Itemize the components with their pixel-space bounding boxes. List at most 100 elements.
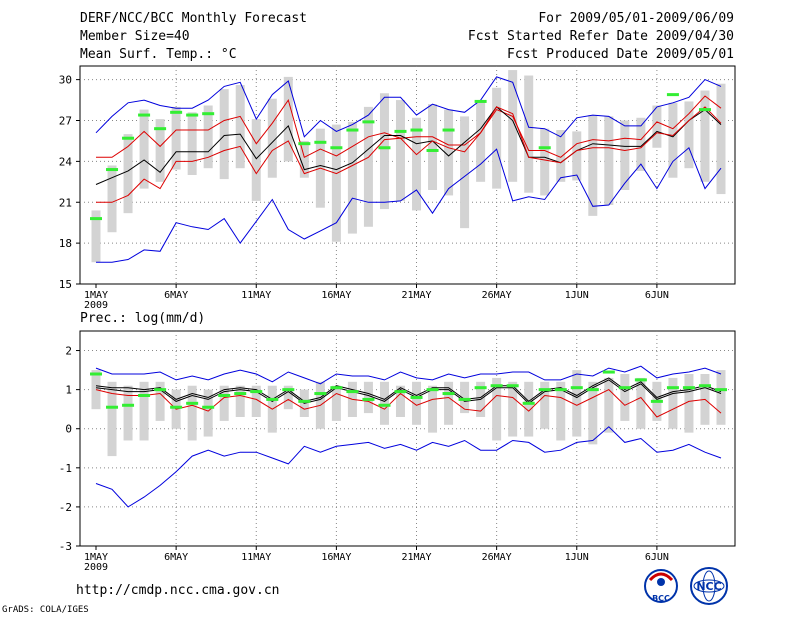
prec-obs-marker-10	[250, 390, 263, 394]
prec-obs-marker-6	[186, 401, 199, 405]
prec-obs-marker-9	[234, 392, 247, 396]
temp-xtick-label-7: 6JUN	[645, 290, 669, 301]
prec-ytick-label-2: -1	[59, 462, 72, 475]
precipitation-title: Prec.: log(mm/d)	[80, 311, 205, 326]
temp-obs-marker-38	[698, 108, 711, 112]
prec-ytick-label-4: 1	[65, 384, 72, 397]
temp-range-box-33	[620, 120, 630, 190]
prec-range-box-10	[251, 385, 261, 417]
prec-obs-marker-1	[106, 405, 119, 409]
prec-xtick-label-2: 11MAY	[241, 552, 271, 563]
temp-range-box-10	[251, 119, 261, 201]
prec-obs-marker-30	[570, 386, 583, 390]
temp-obs-marker-14	[314, 140, 327, 144]
prec-ytick-label-3: 0	[65, 423, 72, 436]
prec-range-box-15	[331, 385, 341, 421]
temp-range-box-39	[716, 83, 726, 195]
prec-range-box-22	[444, 381, 454, 425]
prec-range-box-36	[668, 377, 678, 429]
temp-range-box-34	[636, 117, 646, 171]
prec-obs-marker-20	[410, 395, 423, 399]
grads-credit: GrADS: COLA/IGES	[2, 605, 89, 615]
temp-obs-marker-3	[138, 113, 151, 117]
temp-range-box-37	[684, 101, 694, 169]
temp-obs-marker-28	[538, 146, 551, 150]
prec-range-box-28	[540, 381, 550, 429]
temp-range-box-21	[428, 104, 438, 190]
prec-obs-marker-15	[330, 386, 343, 390]
temp-ytick-label-1: 18	[59, 237, 72, 250]
temp-range-box-38	[700, 90, 710, 182]
temp-range-box-0	[91, 210, 101, 263]
header-start-date: Fcst Started Refer Date 2009/04/30	[467, 29, 734, 44]
temp-xtick-label-3: 16MAY	[321, 290, 351, 301]
temp-range-box-35	[652, 105, 662, 148]
prec-year-label: 2009	[84, 562, 108, 573]
prec-obs-marker-0	[90, 372, 102, 376]
temp-range-box-19	[395, 100, 405, 201]
temp-range-box-2	[123, 134, 133, 214]
temp-range-box-27	[524, 75, 534, 193]
prec-obs-marker-38	[698, 384, 711, 388]
temp-obs-marker-16	[346, 128, 359, 132]
temp-obs-marker-1	[106, 168, 119, 172]
prec-obs-marker-14	[314, 392, 327, 396]
temp-obs-marker-36	[666, 93, 679, 97]
temp-obs-marker-24	[474, 99, 487, 103]
prec-range-box-30	[572, 370, 582, 437]
prec-ytick-label-1: -2	[59, 501, 72, 514]
temp-range-box-7	[203, 105, 213, 169]
temp-range-box-4	[155, 119, 165, 182]
prec-series-mean-line	[95, 379, 722, 404]
prec-xtick-label-3: 16MAY	[321, 552, 351, 563]
temp-series-upper-line	[96, 95, 722, 159]
temp-year-label: 2009	[84, 300, 108, 311]
source-url[interactable]: http://cmdp.ncc.cma.gov.cn	[76, 583, 280, 598]
temp-xtick-label-6: 1JUN	[565, 290, 589, 301]
prec-range-box-34	[636, 377, 646, 429]
prec-ytick-label-5: 2	[65, 345, 72, 358]
bcc-logo: BCC	[644, 569, 678, 603]
temp-range-box-25	[492, 87, 502, 189]
header-produced-date: Fcst Produced Date 2009/05/01	[507, 47, 734, 62]
prec-range-box-9	[235, 385, 245, 417]
prec-obs-marker-11	[266, 397, 279, 401]
temp-range-box-1	[107, 165, 117, 233]
prec-range-box-32	[604, 377, 614, 433]
bcc-logo-text: BCC	[652, 594, 670, 603]
prec-plot-frame	[79, 330, 736, 547]
prec-obs-marker-13	[298, 399, 311, 403]
prec-xtick-label-4: 21MAY	[401, 552, 431, 563]
prec-xtick-label-0: 1MAY	[84, 552, 108, 563]
prec-range-box-18	[379, 381, 389, 425]
temp-obs-marker-18	[378, 146, 391, 150]
temp-obs-marker-2	[122, 136, 135, 140]
prec-obs-marker-31	[586, 388, 599, 392]
temp-obs-marker-19	[394, 129, 407, 133]
prec-obs-marker-18	[378, 403, 391, 407]
temp-range-box-30	[572, 131, 582, 181]
prec-range-box-1	[107, 381, 117, 457]
temp-range-box-18	[379, 93, 389, 210]
prec-obs-marker-22	[442, 392, 455, 396]
prec-obs-marker-35	[650, 399, 663, 403]
prec-range-box-26	[508, 381, 518, 437]
prec-range-box-12	[283, 385, 293, 410]
prec-obs-marker-3	[138, 394, 151, 397]
prec-obs-marker-29	[554, 388, 567, 392]
prec-obs-marker-17	[362, 397, 375, 401]
temp-xtick-label-5: 26MAY	[482, 290, 512, 301]
temp-obs-marker-0	[90, 217, 102, 221]
prec-ytick-label-0: -3	[59, 540, 72, 553]
prec-series-lower-line	[95, 388, 722, 418]
temp-plot-frame	[79, 65, 736, 285]
temp-range-box-36	[668, 102, 678, 178]
prec-obs-marker-27	[522, 401, 535, 405]
header-period: For 2009/05/01-2009/06/09	[538, 11, 734, 26]
prec-range-box-7	[203, 389, 213, 437]
temp-range-box-13	[299, 140, 309, 178]
temp-series-lower-line	[96, 106, 722, 203]
prec-range-box-23	[460, 381, 470, 414]
prec-obs-marker-4	[154, 388, 167, 392]
